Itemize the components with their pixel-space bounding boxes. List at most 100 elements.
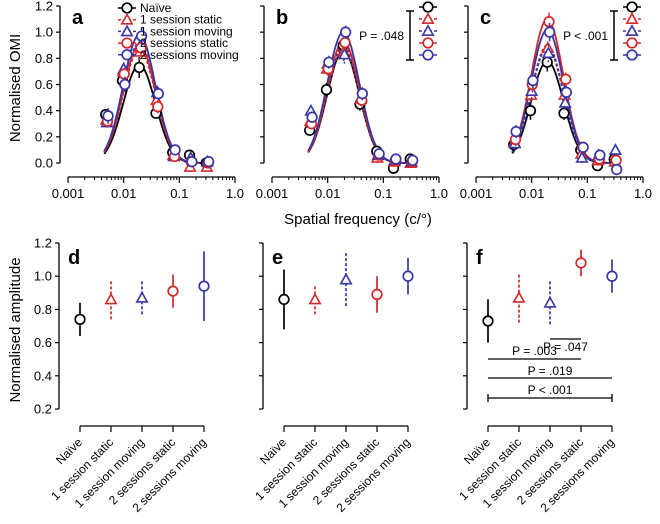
panel-letter: c <box>480 7 491 29</box>
data-point <box>611 163 623 176</box>
bottom-y-axis-label: Normalised amplitude <box>7 257 24 402</box>
data-point <box>356 88 369 100</box>
axes-layer <box>55 5 644 432</box>
comparison-label: P < .001 <box>528 383 573 397</box>
comparison-label: P = .047 <box>543 340 588 354</box>
x-tick-label: 1.0 <box>226 186 244 201</box>
data-point <box>608 143 623 155</box>
panel-letter: b <box>276 7 288 29</box>
x-tick-label: 1.0 <box>430 186 448 201</box>
panel-letter: f <box>476 247 483 269</box>
data-point <box>373 148 385 160</box>
y-tick-label: 0.6 <box>35 77 53 92</box>
x-tick-label: 0.1 <box>170 186 188 201</box>
data-point <box>337 47 351 60</box>
legend-marker <box>421 12 435 24</box>
x-tick-label: 0.1 <box>578 186 596 201</box>
y-tick-label: 0.8 <box>34 302 52 317</box>
legend-marker <box>121 2 133 14</box>
legend-marker <box>625 24 639 36</box>
data-point <box>610 154 622 167</box>
comparison-label: P = .003 <box>512 344 557 358</box>
y-tick-label: 0.4 <box>34 368 52 383</box>
top-x-axis-label: Spatial frequency (c/°) <box>284 211 432 228</box>
data-point <box>152 101 164 113</box>
legend-marker <box>626 1 638 13</box>
legend-marker <box>120 12 134 25</box>
data-point <box>543 26 556 38</box>
data-point <box>482 315 494 327</box>
data-point <box>558 107 570 119</box>
legend-label: 1 session static <box>140 13 222 27</box>
data-point <box>543 295 557 308</box>
x-tick-label: 1.0 <box>634 186 652 201</box>
legend-marker <box>422 1 434 13</box>
legend-marker <box>421 24 435 36</box>
data-point <box>278 293 290 306</box>
y-tick-label: 0.8 <box>35 51 53 66</box>
data-point <box>74 313 86 326</box>
data-point <box>320 84 333 96</box>
data-point <box>407 154 419 167</box>
data-point <box>527 74 539 87</box>
data-point <box>560 73 572 85</box>
data-point <box>339 272 353 285</box>
data-point <box>306 111 318 123</box>
data-point <box>558 95 572 108</box>
data-point <box>402 270 414 282</box>
legend-label: 1 session moving <box>140 24 233 38</box>
legend-marker <box>625 12 639 24</box>
x-tick-label: 0.1 <box>374 186 392 201</box>
data-point <box>167 285 179 297</box>
legend-marker <box>422 37 434 49</box>
x-tick-label: 0.01 <box>315 186 340 201</box>
legend-label: 2 sessions moving <box>140 48 239 62</box>
data-point <box>119 78 131 91</box>
marks-layer <box>74 1 641 343</box>
legend-marker <box>121 49 133 61</box>
data-point <box>308 292 322 305</box>
data-point <box>203 156 215 168</box>
x-tick-label: 0.001 <box>52 186 85 201</box>
data-point <box>323 56 335 68</box>
y-tick-label: 1.2 <box>35 0 53 14</box>
data-point <box>104 292 118 305</box>
significance-label: P < .001 <box>563 29 608 43</box>
legend-label: Naïve <box>140 1 172 15</box>
data-point <box>390 153 402 165</box>
panel-letter: d <box>68 247 80 269</box>
y-tick-label: 1.2 <box>34 236 52 251</box>
x-tick-label: 0.01 <box>519 186 544 201</box>
data-point <box>339 26 352 38</box>
x-tick-label: 0.01 <box>111 186 136 201</box>
data-point <box>339 36 351 49</box>
data-point <box>510 125 522 138</box>
legend-label: 2 sessions static <box>140 36 228 50</box>
data-point <box>512 290 526 303</box>
data-point <box>133 61 145 74</box>
data-point <box>594 149 606 161</box>
legend-marker <box>121 37 133 49</box>
legend-marker <box>422 49 434 61</box>
y-tick-label: 0.6 <box>34 335 52 350</box>
data-point <box>186 156 198 168</box>
y-tick-label: 0.2 <box>35 129 53 144</box>
top-y-axis-label: Normalised OMI <box>7 34 24 142</box>
y-tick-label: 0.0 <box>35 156 53 171</box>
y-tick-label: 0.2 <box>34 402 52 417</box>
data-point <box>198 280 210 292</box>
data-point <box>371 288 383 301</box>
y-tick-label: 1.0 <box>35 25 53 40</box>
data-point <box>575 150 589 163</box>
data-point <box>560 86 573 98</box>
data-point <box>102 110 114 122</box>
data-point <box>135 290 149 303</box>
data-point <box>152 88 165 100</box>
data-point <box>606 270 618 282</box>
legend-marker <box>120 24 134 37</box>
data-point <box>524 105 537 117</box>
x-tick-label: 0.001 <box>460 186 493 201</box>
legend-marker <box>626 37 638 49</box>
data-point <box>169 144 181 156</box>
